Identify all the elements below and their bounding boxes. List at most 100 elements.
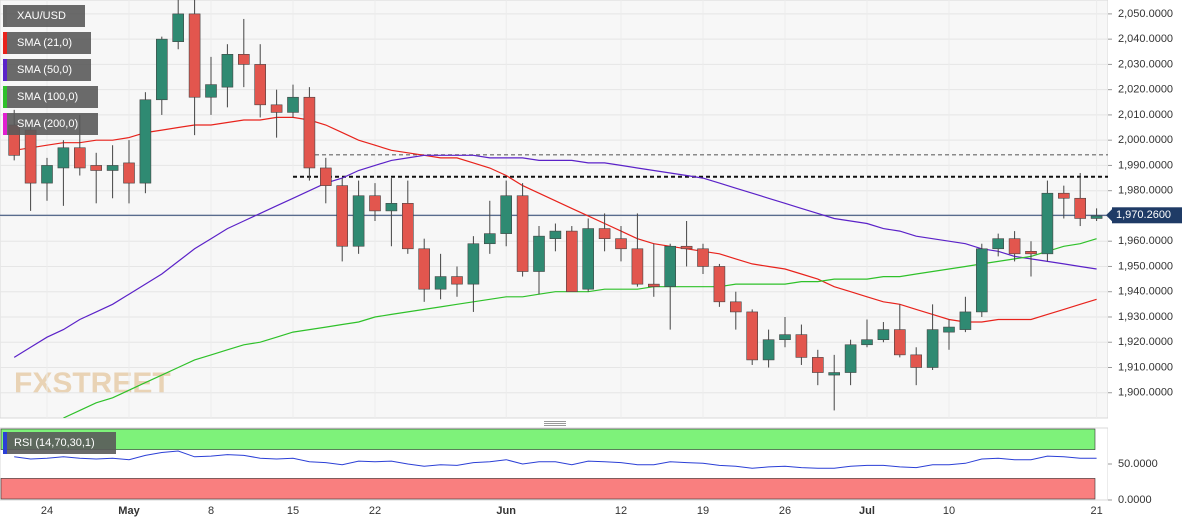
candle-body — [943, 326, 955, 333]
candle-body — [401, 203, 414, 250]
candle-body — [959, 311, 972, 330]
y-tick-label: 2,030.0000 — [1118, 58, 1173, 70]
x-tick-label: 12 — [615, 505, 627, 517]
y-tick-label: 2,050.0000 — [1118, 8, 1173, 20]
candle-body — [352, 195, 365, 247]
candle-body — [483, 233, 496, 245]
candle-body — [598, 228, 611, 239]
y-tick-label: 2,010.0000 — [1118, 109, 1173, 121]
candle-body — [500, 195, 513, 234]
rsi-legend-box — [3, 432, 116, 454]
y-tick-label: 1,920.0000 — [1118, 336, 1173, 348]
candle-body — [188, 13, 201, 98]
candle-body — [319, 167, 332, 186]
candle-body — [631, 248, 644, 285]
panel-splitter — [544, 421, 566, 426]
price-tag — [1112, 207, 1182, 224]
y-tick-label: 2,040.0000 — [1118, 33, 1173, 45]
candle-body — [123, 162, 135, 184]
legend-box — [3, 113, 98, 135]
x-tick-label: Jul — [859, 505, 875, 517]
y-tick-label: 1,960.0000 — [1118, 235, 1173, 247]
candle-body — [303, 96, 316, 169]
candle-body — [369, 195, 381, 212]
legend-swatch — [3, 5, 7, 27]
legend-swatch — [3, 32, 7, 54]
candle-body — [24, 129, 37, 184]
legend-box — [3, 32, 91, 54]
candle-body — [1008, 238, 1021, 255]
legend-swatch — [3, 113, 7, 135]
candle-body — [680, 245, 693, 250]
candle-body — [156, 38, 168, 101]
overbought-zone — [0, 428, 1096, 450]
y-tick-label: 1,950.0000 — [1118, 260, 1173, 272]
legend-label: SMA (50,0) — [17, 64, 72, 76]
candle-body — [270, 104, 283, 113]
candle-body — [1058, 192, 1070, 199]
legend-label: SMA (100,0) — [17, 91, 78, 103]
candle-body — [1074, 197, 1086, 219]
candle-body — [565, 230, 578, 293]
y-tick-label: 1,940.0000 — [1118, 286, 1173, 298]
watermark: FXSTREET — [14, 367, 171, 400]
rsi-line — [14, 450, 1097, 469]
candle-body — [434, 276, 447, 290]
price-tag-label: 1,970.2600 — [1116, 209, 1171, 221]
x-tick-label: 24 — [41, 505, 53, 517]
y-tick-label: 1,910.0000 — [1118, 361, 1173, 373]
candle-body — [172, 13, 184, 42]
candle-body — [713, 266, 726, 303]
candle-body — [992, 238, 1005, 250]
x-tick-label: May — [118, 505, 140, 517]
price-axis — [1108, 0, 1194, 524]
y-tick-label: 1,930.0000 — [1118, 311, 1173, 323]
rsi-legend-swatch — [3, 432, 7, 454]
candle-body — [533, 235, 545, 272]
candle-body — [893, 329, 906, 356]
candle-body — [451, 276, 463, 285]
candle-body — [106, 165, 119, 171]
x-tick-label: 10 — [943, 505, 955, 517]
candle-body — [287, 96, 299, 113]
y-tick-label: 1,900.0000 — [1118, 387, 1173, 399]
rsi-tick-label: 0.0000 — [1118, 494, 1152, 506]
candle-body — [385, 203, 398, 212]
candle-body — [41, 165, 53, 184]
y-tick-label: 2,000.0000 — [1118, 134, 1173, 146]
legend-box — [3, 5, 85, 27]
legend-label: XAU/USD — [17, 10, 66, 22]
candle-body — [1090, 215, 1103, 219]
legend-label: SMA (200,0) — [17, 118, 78, 130]
candle-body — [90, 165, 102, 171]
candle-body — [779, 334, 791, 341]
candle-body — [828, 372, 841, 376]
candle-body — [697, 248, 709, 267]
candle-body — [844, 344, 857, 373]
x-tick-label: 15 — [287, 505, 299, 517]
legend-label: SMA (21,0) — [17, 37, 72, 49]
candle-body — [615, 238, 627, 250]
oversold-zone — [0, 478, 1096, 500]
candle-body — [975, 248, 988, 313]
candle-body — [516, 195, 529, 272]
x-tick-label: 22 — [369, 505, 381, 517]
candle-body — [762, 339, 775, 361]
candle-body — [221, 54, 234, 88]
candle-body — [205, 84, 217, 98]
candle-body — [795, 334, 808, 358]
legend-box — [3, 59, 91, 81]
main-layer — [0, 0, 1108, 418]
candle-body — [74, 147, 86, 169]
x-tick-label: Jun — [496, 505, 516, 517]
candle-body — [910, 354, 923, 368]
candle-body — [877, 329, 890, 341]
y-tick-label: 2,020.0000 — [1118, 84, 1173, 96]
candle-body — [664, 245, 677, 287]
y-tick-label: 1,980.0000 — [1118, 185, 1173, 197]
candle-body — [139, 99, 152, 184]
legend-swatch — [3, 86, 7, 108]
sma-line — [63, 238, 1097, 418]
x-tick-label: 19 — [697, 505, 709, 517]
